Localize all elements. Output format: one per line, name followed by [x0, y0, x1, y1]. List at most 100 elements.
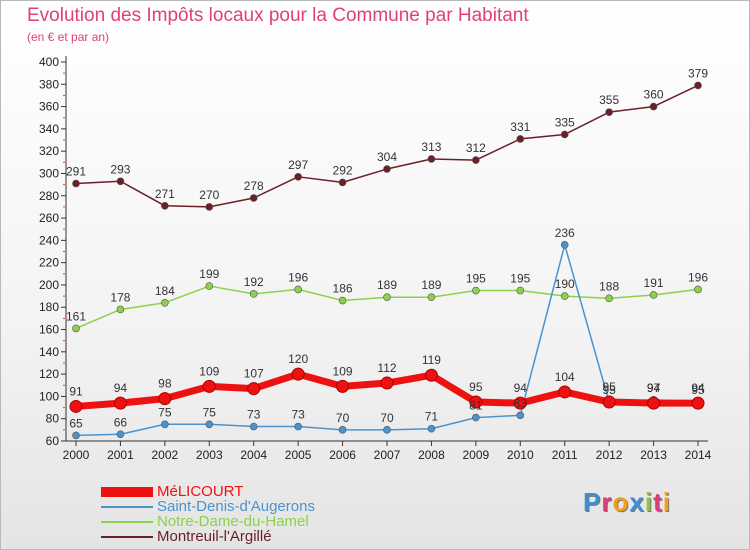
data-label: 189 [377, 278, 397, 292]
data-point [336, 379, 350, 393]
data-point [161, 201, 169, 210]
y-tick-label: 60 [46, 434, 60, 448]
data-point [291, 367, 305, 381]
data-label: 94 [114, 381, 128, 395]
data-point [649, 291, 658, 299]
data-label: 65 [69, 416, 83, 430]
y-tick-label: 220 [39, 256, 59, 270]
data-label: 95 [469, 380, 483, 394]
data-point [116, 177, 125, 186]
data-label: 335 [555, 115, 575, 129]
legend-swatch [101, 506, 153, 508]
x-tick-label: 2001 [107, 448, 134, 462]
data-label: 75 [158, 405, 172, 419]
data-label: 161 [66, 309, 86, 323]
data-label: 109 [199, 364, 219, 378]
y-tick-label: 320 [39, 144, 59, 158]
x-tick-label: 2011 [552, 448, 578, 462]
data-label: 178 [110, 290, 130, 304]
data-point [72, 179, 80, 188]
y-tick-label: 240 [39, 233, 59, 247]
data-point [383, 293, 391, 302]
y-tick-label: 200 [39, 278, 59, 292]
data-point [560, 241, 569, 249]
x-tick-label: 2004 [240, 448, 267, 462]
data-label: 104 [555, 370, 575, 384]
x-tick-label: 2012 [596, 448, 623, 462]
data-label: 75 [203, 405, 217, 419]
data-point [649, 102, 658, 111]
data-point [513, 396, 527, 410]
data-point [338, 296, 347, 305]
logo-letter: i [662, 487, 671, 517]
data-point [516, 135, 525, 143]
data-label: 297 [288, 158, 308, 172]
data-label: 73 [247, 408, 261, 422]
data-point [161, 298, 169, 307]
data-point [294, 422, 302, 431]
data-label: 196 [688, 270, 708, 284]
data-point [516, 286, 525, 295]
data-label: 94 [647, 381, 661, 395]
data-label: 190 [555, 277, 575, 291]
data-point [205, 203, 214, 211]
y-tick-label: 180 [39, 300, 59, 314]
data-point [694, 81, 702, 90]
logo-letter: r [601, 487, 613, 517]
data-label: 70 [336, 411, 350, 425]
legend-label: MéLICOURT [157, 483, 244, 500]
legend-label: Montreuil-l'Argillé [157, 528, 272, 545]
data-label: 70 [380, 411, 394, 425]
data-point [249, 194, 258, 202]
data-point [560, 292, 569, 300]
y-tick-label: 160 [39, 323, 59, 337]
chart-title: Evolution des Impôts locaux pour la Comm… [27, 5, 529, 26]
data-point [205, 282, 214, 290]
data-label: 188 [599, 279, 619, 293]
data-point [605, 294, 613, 303]
data-label: 95 [691, 383, 705, 397]
chart-subtitle: (en € et par an) [27, 30, 110, 44]
y-tick-label: 120 [39, 367, 59, 381]
legend-swatch [101, 521, 153, 523]
data-label: 109 [333, 364, 353, 378]
data-label: 271 [155, 187, 175, 201]
x-tick-label: 2013 [640, 448, 667, 462]
y-tick-label: 140 [39, 345, 59, 359]
data-label: 186 [333, 282, 353, 296]
legend-label: Notre-Dame-du-Hamel [157, 513, 309, 530]
data-label: 94 [514, 381, 528, 395]
data-label: 293 [110, 162, 130, 176]
data-point [472, 286, 480, 295]
data-point [158, 392, 172, 406]
data-point [558, 385, 572, 399]
data-point [116, 430, 125, 439]
data-label: 95 [602, 383, 616, 397]
data-point [427, 155, 436, 163]
y-tick-label: 80 [46, 412, 60, 426]
data-point [294, 285, 302, 294]
data-point [205, 420, 214, 429]
y-tick-label: 300 [39, 166, 59, 180]
data-point [472, 156, 480, 164]
data-label: 199 [199, 267, 219, 281]
data-point [247, 382, 261, 396]
data-point [605, 108, 613, 116]
data-label: 98 [158, 377, 172, 391]
y-tick-label: 400 [39, 55, 59, 69]
x-tick-label: 2000 [63, 448, 90, 462]
data-point [560, 130, 569, 139]
data-point [338, 178, 347, 187]
x-tick-label: 2009 [463, 448, 490, 462]
data-point [472, 413, 480, 422]
data-label: 278 [244, 179, 264, 193]
x-tick-label: 2006 [329, 448, 356, 462]
data-label: 291 [66, 165, 86, 179]
data-point [113, 396, 127, 410]
data-label: 195 [510, 272, 530, 286]
data-label: 189 [421, 278, 441, 292]
data-point [72, 431, 80, 440]
legend-label: Saint-Denis-d'Augerons [157, 498, 315, 515]
data-point [424, 368, 438, 382]
